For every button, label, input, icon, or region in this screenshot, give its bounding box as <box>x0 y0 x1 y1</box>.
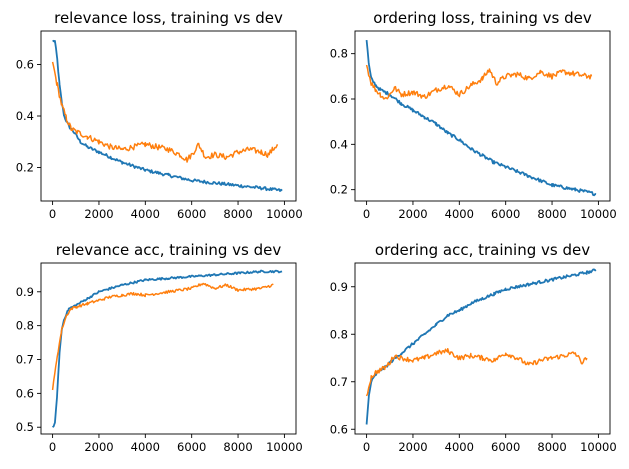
axes-frame <box>40 262 297 435</box>
y-tick-label: 0.8 <box>330 47 348 61</box>
y-tick-label: 0.5 <box>16 420 34 434</box>
y-tick-label: 0.6 <box>330 422 348 436</box>
y-tick-label: 0.2 <box>330 183 348 197</box>
y-tick-label: 0.7 <box>330 375 348 389</box>
x-tick-label: 0 <box>49 440 56 454</box>
subplot-ordering-loss: ordering loss, training vs dev 0 2000 4000 6… <box>330 9 617 221</box>
y-tick-label: 0.6 <box>16 57 34 71</box>
x-tick-label: 8000 <box>223 440 252 454</box>
y-tick-label: 0.6 <box>16 386 34 400</box>
subplot-ordering-acc: ordering acc, training vs dev 0 2000 4000 60… <box>330 241 617 454</box>
y-tick-label: 0.4 <box>330 137 348 151</box>
series-line-1 <box>52 39 283 192</box>
x-tick-label: 2000 <box>84 440 113 454</box>
x-tick-label: 4000 <box>445 207 474 221</box>
x-tick-label: 4000 <box>131 207 160 221</box>
y-tick-label: 0.8 <box>330 327 348 341</box>
x-tick-label: 6000 <box>177 207 206 221</box>
series-line-2 <box>365 348 588 397</box>
subplot-title: relevance acc, training vs dev <box>56 241 282 259</box>
x-tick-label: 2000 <box>398 440 427 454</box>
series-line-1 <box>365 39 597 197</box>
y-tick-label: 0.2 <box>16 161 34 175</box>
series-line-2 <box>51 282 274 391</box>
subplot-title: relevance loss, training vs dev <box>54 9 283 27</box>
x-tick-label: 6000 <box>177 440 206 454</box>
y-tick-label: 0.8 <box>16 319 34 333</box>
axes-frame <box>354 262 611 435</box>
subplot-title: ordering loss, training vs dev <box>373 9 592 27</box>
series-line-2 <box>51 61 279 163</box>
series-line-1 <box>365 268 597 425</box>
x-tick-label: 10000 <box>580 207 617 221</box>
x-tick-label: 0 <box>49 207 56 221</box>
y-tick-label: 0.7 <box>16 353 34 367</box>
x-tick-label: 0 <box>363 440 370 454</box>
x-tick-label: 6000 <box>491 207 520 221</box>
x-tick-label: 10000 <box>266 440 303 454</box>
subplot-relevance-acc: relevance acc, training vs dev 0 2000 4000 6… <box>16 241 303 454</box>
axes-frame <box>354 30 611 202</box>
x-tick-label: 2000 <box>84 207 113 221</box>
y-tick-label: 0.6 <box>330 92 348 106</box>
x-tick-label: 8000 <box>537 207 566 221</box>
subplot-title: ordering acc, training vs dev <box>375 241 590 259</box>
y-tick-label: 0.4 <box>16 109 34 123</box>
series-line-2 <box>365 64 593 100</box>
x-tick-label: 0 <box>363 207 370 221</box>
x-tick-label: 4000 <box>445 440 474 454</box>
x-tick-label: 10000 <box>580 440 617 454</box>
y-tick-label: 0.9 <box>16 285 34 299</box>
series-line-1 <box>51 269 283 428</box>
x-tick-label: 10000 <box>266 207 303 221</box>
x-tick-label: 6000 <box>491 440 520 454</box>
subplot-relevance-loss: relevance loss, training vs dev 0 2000 4000… <box>16 9 303 221</box>
x-tick-label: 8000 <box>223 207 252 221</box>
x-tick-label: 2000 <box>398 207 427 221</box>
y-tick-label: 0.9 <box>330 280 348 294</box>
x-tick-label: 8000 <box>537 440 566 454</box>
x-tick-label: 4000 <box>131 440 160 454</box>
